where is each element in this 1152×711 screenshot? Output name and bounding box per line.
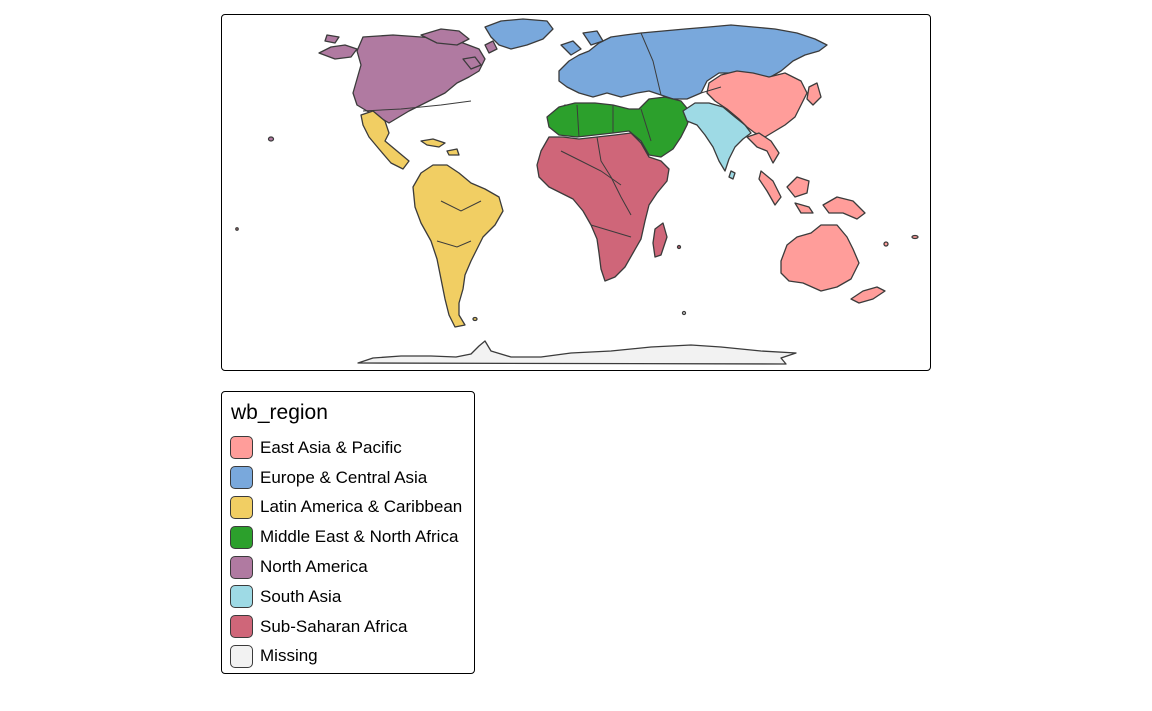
region-sub-saharan-africa [536,132,670,282]
legend-item: North America [230,552,462,582]
legend-item: Sub-Saharan Africa [230,612,462,642]
world-map [235,18,919,365]
legend-label: Latin America & Caribbean [260,497,463,517]
legend: wb_region East Asia & Pacific Europe & C… [221,391,475,674]
legend-item: Missing [230,642,462,672]
region-east-asia-pacific [706,70,886,304]
region-latin-america [360,110,504,328]
legend-swatch [230,585,253,609]
legend-label: East Asia & Pacific [260,437,402,457]
legend-item: South Asia [230,582,462,612]
legend-swatch [230,525,253,549]
legend-swatch [230,466,253,490]
legend-swatch [230,644,253,668]
legend-label: Missing [260,646,318,666]
legend-item: Europe & Central Asia [230,463,462,493]
legend-title: wb_region [231,401,328,424]
legend-label: North America [260,557,368,577]
legend-swatch [230,555,253,579]
legend-label: South Asia [260,586,342,606]
country-borders [362,32,722,248]
region-mena [546,96,692,158]
region-missing [357,340,797,365]
legend-label: Sub-Saharan Africa [260,616,408,636]
legend-swatch [230,436,253,460]
small-islands [235,136,919,322]
legend-item: Middle East & North Africa [230,522,462,552]
region-north-america [318,28,498,124]
legend-swatch [230,495,253,519]
region-south-asia [682,102,752,180]
legend-items: East Asia & Pacific Europe & Central Asi… [230,433,462,671]
legend-item: Latin America & Caribbean [230,493,462,523]
region-greenland [484,18,554,50]
world-map-panel [221,14,931,371]
legend-swatch [230,615,253,639]
legend-label: Middle East & North Africa [260,527,459,547]
legend-item: East Asia & Pacific [230,433,462,463]
legend-label: Europe & Central Asia [260,467,428,487]
